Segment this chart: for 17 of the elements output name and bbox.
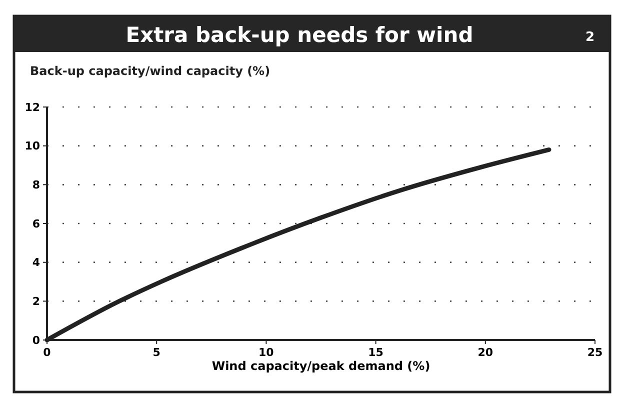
x-tick-label: 25 [587,346,603,359]
y-tick-label: 6 [32,217,40,230]
x-axis-title: Wind capacity/peak demand (%) [212,359,430,373]
y-tick-label: 10 [24,140,40,153]
text: 2 [585,30,595,45]
x-tick-label: 15 [368,346,384,359]
x-tick-label: 5 [152,346,160,359]
x-tick-label: 20 [478,346,494,359]
chart-title: Extra back-up needs for wind [126,23,474,47]
y-axis-title: Back-up capacity/wind capacity (%) [30,64,270,78]
y-tick-label: 8 [32,178,40,192]
y-tick-label: 2 [32,295,40,308]
y-tick-label: 4 [32,256,40,270]
x-tick-label: 0 [43,346,52,359]
y-tick-label: 12 [24,100,40,114]
y-tick-label: 0 [32,334,40,347]
x-tick-label: 10 [258,346,274,359]
